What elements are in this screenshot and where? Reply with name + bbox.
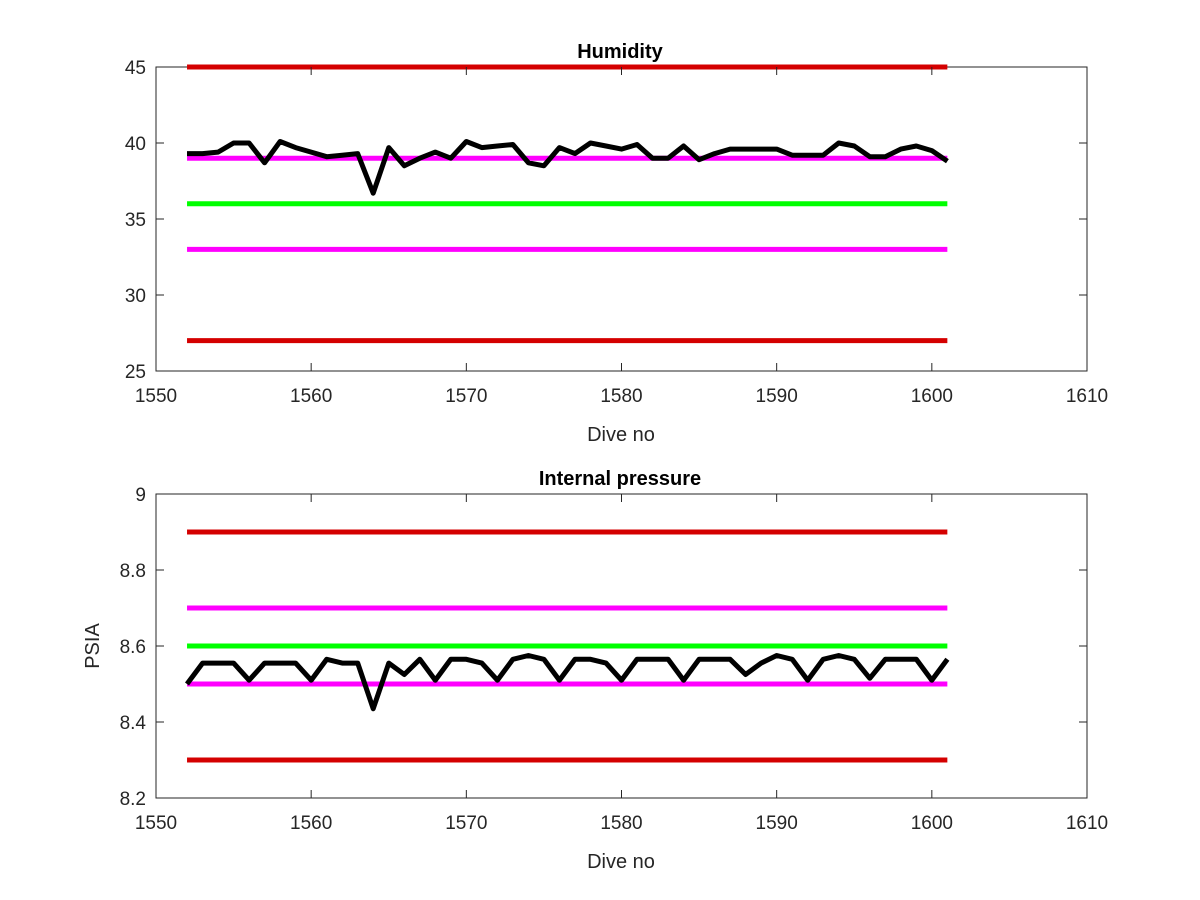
humidity-y-tick-label: 35: [125, 210, 146, 231]
internal-pressure-y-tick-label: 8.6: [120, 637, 146, 658]
internal-pressure-x-tick-label: 1580: [600, 813, 642, 834]
humidity-reference-lines: [187, 64, 948, 344]
internal-pressure-x-tick-label: 1550: [135, 813, 177, 834]
internal-pressure-y-tick-label: 8.2: [120, 789, 146, 810]
humidity-title: Humidity: [577, 41, 663, 63]
humidity-x-tick-label: 1590: [756, 386, 798, 407]
internal-pressure-x-axis-label: Dive no: [587, 851, 655, 873]
humidity-data-line: [187, 139, 949, 196]
humidity-x-tick-label: 1550: [135, 386, 177, 407]
internal-pressure-series: [184, 653, 950, 712]
internal-pressure-x-tick-label: 1560: [290, 813, 332, 834]
internal-pressure-ticks: 1550 1560 1570 1580 1590 1600 1610 8.2 8.4 8.6 8.8…: [120, 485, 1109, 834]
humidity-plot-box: [155, 66, 1088, 372]
humidity-y-tick-label: 40: [125, 134, 146, 155]
internal-pressure-y-axis-label: PSIA: [82, 623, 104, 669]
humidity-x-tick-label: 1600: [911, 386, 953, 407]
internal-pressure-x-tick-label: 1610: [1066, 813, 1108, 834]
internal-pressure-x-tick-label: 1570: [445, 813, 487, 834]
humidity-x-axis-label: Dive no: [587, 424, 655, 446]
humidity-x-tick-label: 1610: [1066, 386, 1108, 407]
humidity-x-tick-label: 1580: [600, 386, 642, 407]
internal-pressure-x-tick-label: 1590: [756, 813, 798, 834]
humidity-axes: Humidity 1550 1560 1570 1580 1590 1600 1610 25 3…: [125, 41, 1108, 446]
humidity-y-tick-label: 45: [125, 58, 146, 79]
humidity-y-tick-label: 30: [125, 286, 146, 307]
internal-pressure-axes: Internal pressure 1550 1560 1570 1580 1590 16…: [82, 468, 1108, 873]
humidity-x-tick-label: 1560: [290, 386, 332, 407]
humidity-y-tick-label: 25: [125, 362, 146, 383]
humidity-ticks: 1550 1560 1570 1580 1590 1600 1610 25 30 35 40 45: [125, 58, 1108, 407]
internal-pressure-y-tick-label: 8.8: [120, 561, 146, 582]
internal-pressure-title: Internal pressure: [539, 468, 701, 490]
humidity-series: [187, 139, 949, 196]
internal-pressure-reference-lines: [187, 529, 948, 763]
internal-pressure-x-tick-label: 1600: [911, 813, 953, 834]
internal-pressure-y-tick-label: 9: [135, 485, 146, 506]
internal-pressure-data-line: [184, 653, 950, 712]
internal-pressure-y-tick-label: 8.4: [120, 713, 147, 734]
humidity-x-tick-label: 1570: [445, 386, 487, 407]
